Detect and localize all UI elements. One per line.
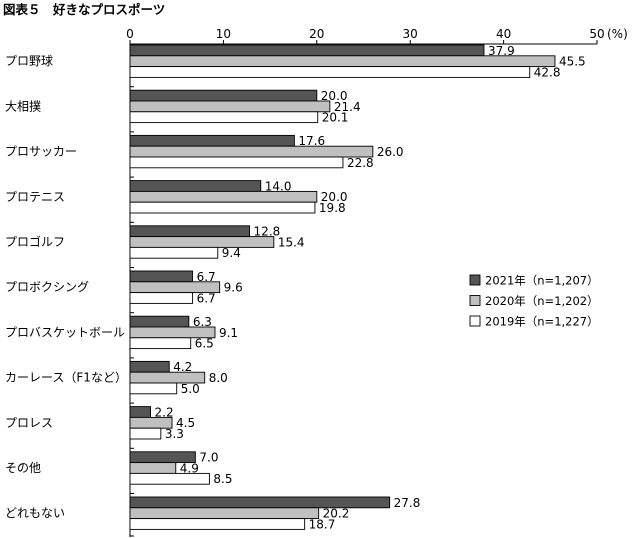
data-label: 5.0 <box>181 382 200 396</box>
data-label: 9.4 <box>222 246 241 260</box>
bar <box>130 101 330 112</box>
legend-label: 2021年（n=1,207） <box>485 274 599 288</box>
data-label: 3.3 <box>165 427 184 441</box>
category-labels: プロ野球大相撲プロサッカープロテニスプロゴルフプロボクシングプロバスケットボール… <box>5 54 127 520</box>
data-label: 42.8 <box>534 65 561 79</box>
bar <box>130 45 484 56</box>
bar <box>130 226 250 237</box>
bar <box>130 361 169 372</box>
data-label: 9.6 <box>224 281 243 295</box>
data-label: 26.0 <box>377 145 404 159</box>
data-label: 8.5 <box>213 472 232 486</box>
x-tick-label: 50 <box>589 27 604 41</box>
category-label: プロテニス <box>5 190 65 204</box>
bar <box>130 407 151 418</box>
legend-swatch <box>470 275 480 285</box>
category-label: プロレス <box>5 416 53 430</box>
bar <box>130 67 530 78</box>
data-label: 45.5 <box>559 55 586 69</box>
x-tick-label: 40 <box>496 27 511 41</box>
data-label: 6.5 <box>195 337 214 351</box>
chart-title: 図表５ 好きなプロスポーツ <box>3 2 165 17</box>
category-label: プロゴルフ <box>5 234 65 249</box>
bar <box>130 237 274 248</box>
bar <box>130 497 390 508</box>
bar <box>130 338 191 349</box>
category-label: 大相撲 <box>5 98 41 113</box>
bar <box>130 316 189 327</box>
data-label: 20.1 <box>322 111 349 125</box>
legend-label: 2019年（n=1,227） <box>485 315 599 329</box>
legend-swatch <box>470 296 480 306</box>
category-label: カーレース（F1など） <box>5 371 127 385</box>
data-label: 7.0 <box>199 451 218 465</box>
bar <box>130 135 294 146</box>
data-label: 9.1 <box>219 326 238 340</box>
bar <box>130 202 315 213</box>
bar <box>130 90 317 101</box>
data-label: 6.7 <box>197 291 216 305</box>
bar <box>130 247 218 258</box>
data-label: 19.8 <box>319 201 346 215</box>
legend-swatch <box>470 316 480 326</box>
legend: 2021年（n=1,207） 2020年（n=1,202） 2019年（n=1,22… <box>470 274 599 329</box>
category-label: プロサッカー <box>5 145 77 159</box>
bar <box>130 463 176 474</box>
bar <box>130 293 193 304</box>
data-label: 18.7 <box>309 517 336 531</box>
bars-group: 37.945.542.820.021.420.117.626.022.814.0… <box>130 44 586 532</box>
bar <box>130 191 317 202</box>
x-tick-label: 10 <box>216 27 231 41</box>
x-tick-label: 0 <box>126 27 134 41</box>
unit-label: (%) <box>607 27 628 41</box>
data-label: 22.8 <box>347 156 374 170</box>
bar <box>130 508 319 519</box>
x-tick-label: 30 <box>403 27 418 41</box>
category-label: その他 <box>5 461 41 475</box>
bar <box>130 519 305 530</box>
x-tick-label: 20 <box>309 27 324 41</box>
legend-label: 2020年（n=1,202） <box>485 294 599 308</box>
bar <box>130 112 318 123</box>
bar <box>130 181 261 192</box>
data-label: 15.4 <box>278 235 305 249</box>
data-label: 27.8 <box>394 496 421 510</box>
bar <box>130 56 555 67</box>
bar <box>130 157 343 168</box>
category-label: どれもない <box>5 506 65 520</box>
bar <box>130 473 209 484</box>
category-label: プロボクシング <box>5 280 89 294</box>
bar <box>130 428 161 439</box>
category-label: プロバスケットボール <box>5 325 125 339</box>
category-label: プロ野球 <box>5 54 53 68</box>
data-label: 8.0 <box>209 371 228 385</box>
bar <box>130 271 193 282</box>
bar <box>130 383 177 394</box>
bar <box>130 146 373 157</box>
